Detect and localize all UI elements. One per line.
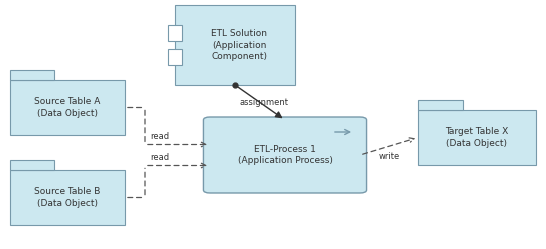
Text: Source Table B
(Data Object): Source Table B (Data Object) — [34, 187, 100, 208]
Bar — [168, 25, 182, 41]
Bar — [10, 160, 54, 170]
Text: Source Table A
(Data Object): Source Table A (Data Object) — [34, 97, 100, 118]
Text: assignment: assignment — [240, 98, 289, 107]
Text: Target Table X
(Data Object): Target Table X (Data Object) — [446, 127, 509, 148]
Bar — [10, 70, 54, 80]
Text: ETL Solution
(Application
Component): ETL Solution (Application Component) — [211, 29, 267, 61]
Bar — [168, 49, 182, 65]
Bar — [418, 100, 463, 110]
Text: ETL-Process 1
(Application Process): ETL-Process 1 (Application Process) — [238, 145, 333, 165]
Bar — [175, 5, 295, 85]
Text: write: write — [378, 152, 400, 161]
Bar — [418, 110, 536, 165]
Text: read: read — [150, 152, 169, 162]
FancyBboxPatch shape — [204, 117, 366, 193]
Bar — [10, 80, 125, 135]
Text: read: read — [150, 131, 169, 140]
Bar — [10, 170, 125, 225]
